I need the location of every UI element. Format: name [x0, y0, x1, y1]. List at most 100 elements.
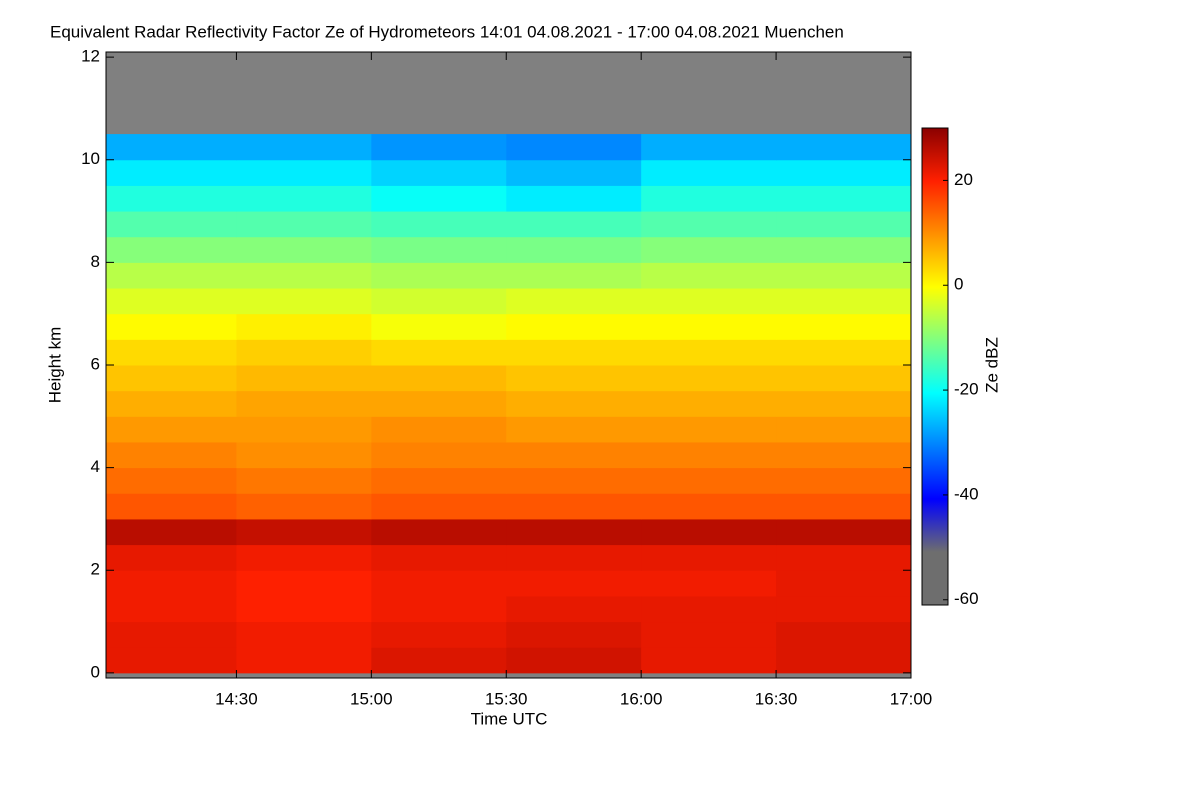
- heatmap-cell: [106, 288, 237, 315]
- colorbar-tick-label: -40: [954, 484, 979, 503]
- heatmap-cell: [371, 647, 507, 674]
- heatmap-cell: [371, 518, 507, 546]
- heatmap-cell: [236, 647, 372, 674]
- heatmap-cell: [106, 185, 237, 212]
- heatmap-cell: [641, 134, 777, 161]
- heatmap-cell: [106, 416, 237, 443]
- heatmap-cell: [106, 313, 237, 340]
- heatmap-cell: [641, 647, 777, 674]
- heatmap-cell: [506, 595, 642, 623]
- x-tick-label: 15:30: [485, 689, 528, 708]
- heatmap-cell: [641, 570, 777, 597]
- heatmap-cell: [371, 365, 507, 392]
- heatmap-cell: [371, 159, 507, 186]
- heatmap-cell: [236, 441, 372, 469]
- heatmap-cell: [506, 647, 642, 674]
- heatmap-cell: [371, 134, 507, 161]
- colorbar-tick-label: 20: [954, 170, 973, 189]
- x-tick-label: 17:00: [890, 689, 933, 708]
- heatmap-cell: [236, 185, 372, 212]
- heatmap-cell: [371, 211, 507, 238]
- heatmap-cell: [106, 621, 237, 648]
- heatmap-cell: [641, 365, 777, 392]
- heatmap-cell: [776, 390, 912, 417]
- heatmap-cell: [236, 236, 372, 263]
- heatmap-cell: [236, 544, 372, 571]
- heatmap-cell: [641, 544, 777, 571]
- heatmap-cell: [506, 621, 642, 648]
- heatmap-cell: [236, 211, 372, 238]
- colorbar-label: Ze dBZ: [982, 337, 1001, 393]
- heatmap-cell: [236, 493, 372, 520]
- heatmap-cell: [236, 467, 372, 494]
- heatmap-cell: [506, 544, 642, 571]
- heatmap-cell: [506, 211, 642, 238]
- heatmap-cell: [641, 441, 777, 469]
- heatmap-cell: [641, 211, 777, 238]
- heatmap-cell: [641, 493, 777, 520]
- x-tick-label: 16:00: [620, 689, 663, 708]
- heatmap-cell: [236, 262, 372, 289]
- heatmap-cell: [641, 339, 777, 366]
- heatmap-cell: [776, 134, 912, 161]
- heatmap-cell: [106, 518, 237, 546]
- heatmap-cell: [236, 518, 372, 546]
- heatmap-cell: [641, 416, 777, 443]
- y-tick-label: 12: [81, 47, 100, 66]
- heatmap-cell: [776, 467, 912, 494]
- heatmap-cell: [506, 185, 642, 212]
- heatmap-cell: [236, 339, 372, 366]
- heatmap-cell: [371, 467, 507, 494]
- heatmap-cell: [106, 211, 237, 238]
- x-tick-label: 16:30: [755, 689, 798, 708]
- heatmap-cell: [641, 288, 777, 315]
- heatmap-cell: [506, 390, 642, 417]
- heatmap-cell: [776, 518, 912, 546]
- heatmap-cell: [506, 493, 642, 520]
- heatmap-cell: [371, 544, 507, 571]
- heatmap-cell: [506, 262, 642, 289]
- heatmap-cell: [506, 313, 642, 340]
- heatmap-cell: [506, 134, 642, 161]
- heatmap-cell: [776, 570, 912, 597]
- heatmap-cell: [106, 570, 237, 597]
- x-tick-label: 15:00: [350, 689, 393, 708]
- heatmap-cell: [371, 185, 507, 212]
- heatmap-cell: [776, 493, 912, 520]
- heatmap-cell: [776, 211, 912, 238]
- heatmap-cell: [236, 621, 372, 648]
- heatmap-cell: [106, 595, 237, 623]
- heatmap-cell: [106, 390, 237, 417]
- y-tick-label: 2: [91, 560, 100, 579]
- heatmap-cell: [236, 288, 372, 315]
- heatmap-cell: [371, 236, 507, 263]
- x-axis-label: Time UTC: [471, 709, 548, 728]
- colorbar-tick-label: 0: [954, 275, 963, 294]
- y-tick-label: 10: [81, 149, 100, 168]
- heatmap-cell: [506, 467, 642, 494]
- y-tick-label: 8: [91, 252, 100, 271]
- heatmap-cell: [371, 621, 507, 648]
- heatmap-cell: [506, 365, 642, 392]
- heatmap-cell: [106, 365, 237, 392]
- heatmap-cell: [776, 621, 912, 648]
- heatmap-cell: [371, 441, 507, 469]
- heatmap-cell: [776, 262, 912, 289]
- heatmap-cell: [106, 544, 237, 571]
- colorbar: [921, 127, 949, 606]
- heatmap-cell: [371, 570, 507, 597]
- heatmap-cell: [236, 313, 372, 340]
- heatmap-cell: [371, 416, 507, 443]
- heatmap-cell: [776, 595, 912, 623]
- heatmap-cell: [106, 134, 237, 161]
- heatmap-cell: [371, 262, 507, 289]
- y-axis-label: Height km: [45, 327, 64, 404]
- heatmap-cell: [776, 647, 912, 674]
- y-tick-label: 4: [91, 457, 100, 476]
- heatmap-cell: [641, 518, 777, 546]
- heatmap-cell: [371, 288, 507, 315]
- heatmap-cell: [236, 134, 372, 161]
- heatmap-cell: [506, 416, 642, 443]
- heatmap-cell: [776, 313, 912, 340]
